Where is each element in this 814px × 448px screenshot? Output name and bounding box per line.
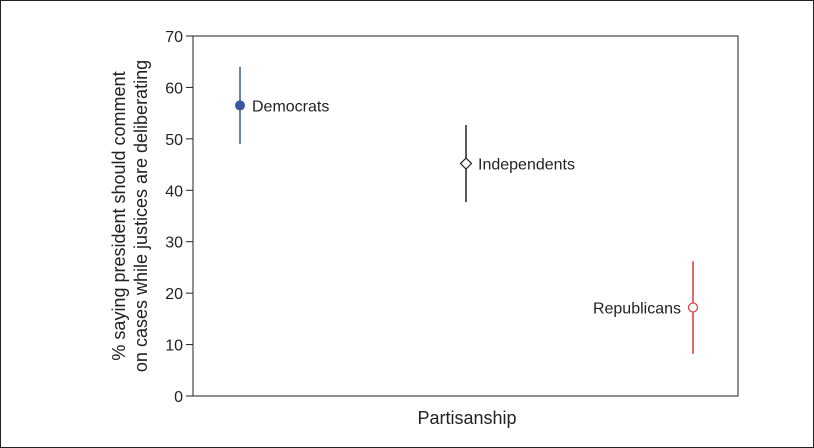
y-tick-label: 20 (165, 286, 183, 303)
y-axis-label-2: on cases while justices are deliberating (131, 60, 151, 372)
plot-area: 0 10 20 30 40 50 60 70 Democrats Independents Repu… (165, 29, 739, 406)
plot-border (192, 35, 739, 397)
data-point-democrats: Democrats (235, 66, 329, 144)
y-tick-label: 40 (165, 183, 183, 200)
point-marker (687, 302, 699, 313)
y-axis-label: % saying president should comment (109, 71, 129, 360)
point-marker (235, 100, 245, 111)
point-label: Republicans (593, 301, 681, 318)
point-marker (459, 157, 473, 170)
y-tick-label: 50 (165, 132, 183, 149)
x-axis-label: Partisanship (417, 408, 516, 428)
y-axis-label-line-1: % saying president should comment (109, 71, 129, 360)
y-tick-label: 0 (174, 389, 183, 406)
data-point-independents: Independents (459, 124, 575, 203)
point-label: Democrats (252, 98, 329, 115)
y-axis-label-line-2: on cases while justices are deliberating (131, 60, 151, 372)
point-label: Independents (478, 157, 575, 174)
data-point-republicans: Republicans (593, 261, 699, 354)
y-tick-label: 70 (165, 29, 183, 46)
y-tick-label: 30 (165, 235, 183, 252)
y-tick-label: 60 (165, 80, 183, 97)
y-tick-label: 10 (165, 338, 183, 355)
